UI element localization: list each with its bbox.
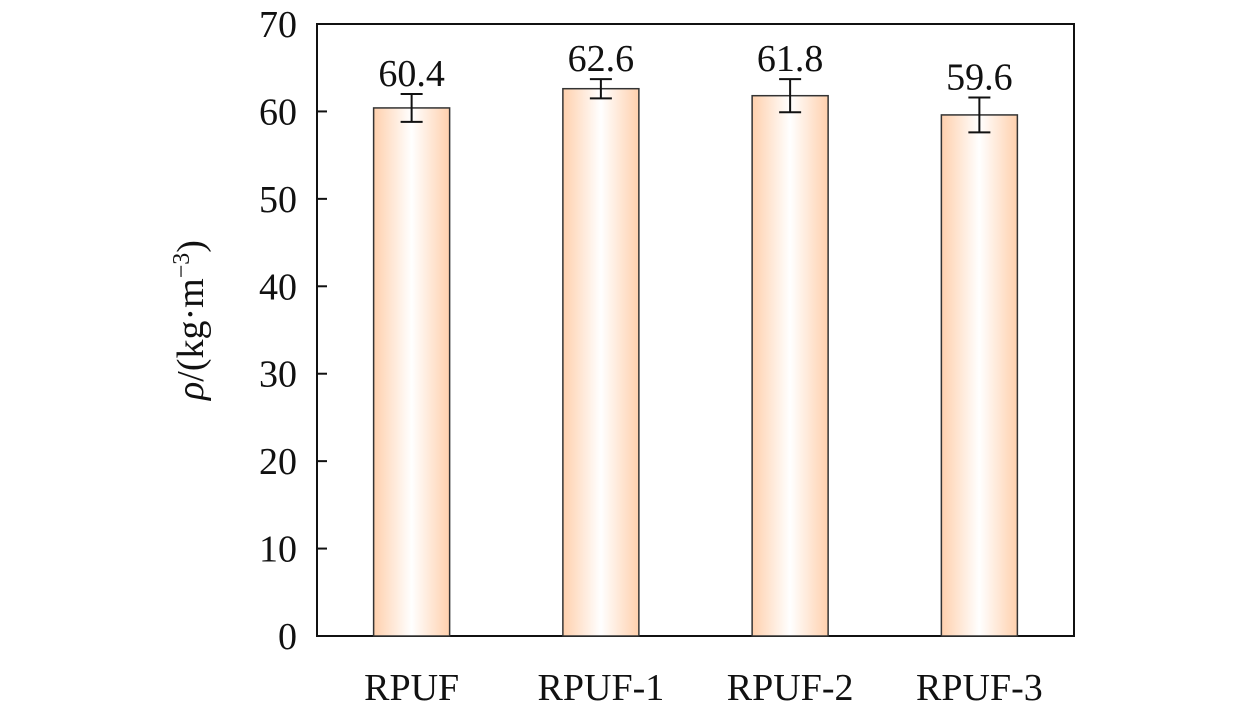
x-tick-label: RPUF-1 [538, 667, 665, 709]
plot-frame [316, 23, 1075, 637]
y-tick-label: 20 [259, 441, 297, 483]
y-axis: 0 10 20 30 40 50 60 70 [259, 4, 327, 658]
y-tick-label: 0 [278, 616, 297, 658]
x-axis: RPUF RPUF-1 RPUF-2 RPUF-3 [364, 667, 1043, 709]
x-tick-label: RPUF [364, 667, 459, 709]
data-label: 59.6 [946, 56, 1013, 98]
y-tick-label: 40 [259, 266, 297, 308]
data-label: 60.4 [378, 53, 445, 95]
y-tick-label: 60 [259, 91, 297, 133]
y-axis-symbol: ρ [170, 382, 212, 401]
y-axis-title: ρ/(kg·m−3) [169, 240, 212, 401]
data-label: 62.6 [568, 38, 635, 80]
y-tick-label: 30 [259, 354, 297, 396]
bar [562, 87, 640, 637]
data-label: 61.8 [757, 38, 824, 80]
x-tick-label: RPUF-2 [727, 667, 854, 709]
y-tick-label: 70 [259, 4, 297, 46]
bar-series: 60.4 62.6 61.8 59.6 [372, 38, 1019, 637]
bar [372, 107, 451, 637]
y-axis-unit: /(kg·m [170, 278, 212, 381]
y-axis-close: ) [170, 240, 212, 253]
y-tick-label: 10 [259, 529, 297, 571]
bar [751, 94, 829, 637]
bar [940, 114, 1019, 637]
y-axis-exponent: −3 [169, 253, 195, 279]
x-tick-label: RPUF-3 [916, 667, 1043, 709]
y-tick-label: 50 [259, 179, 297, 221]
